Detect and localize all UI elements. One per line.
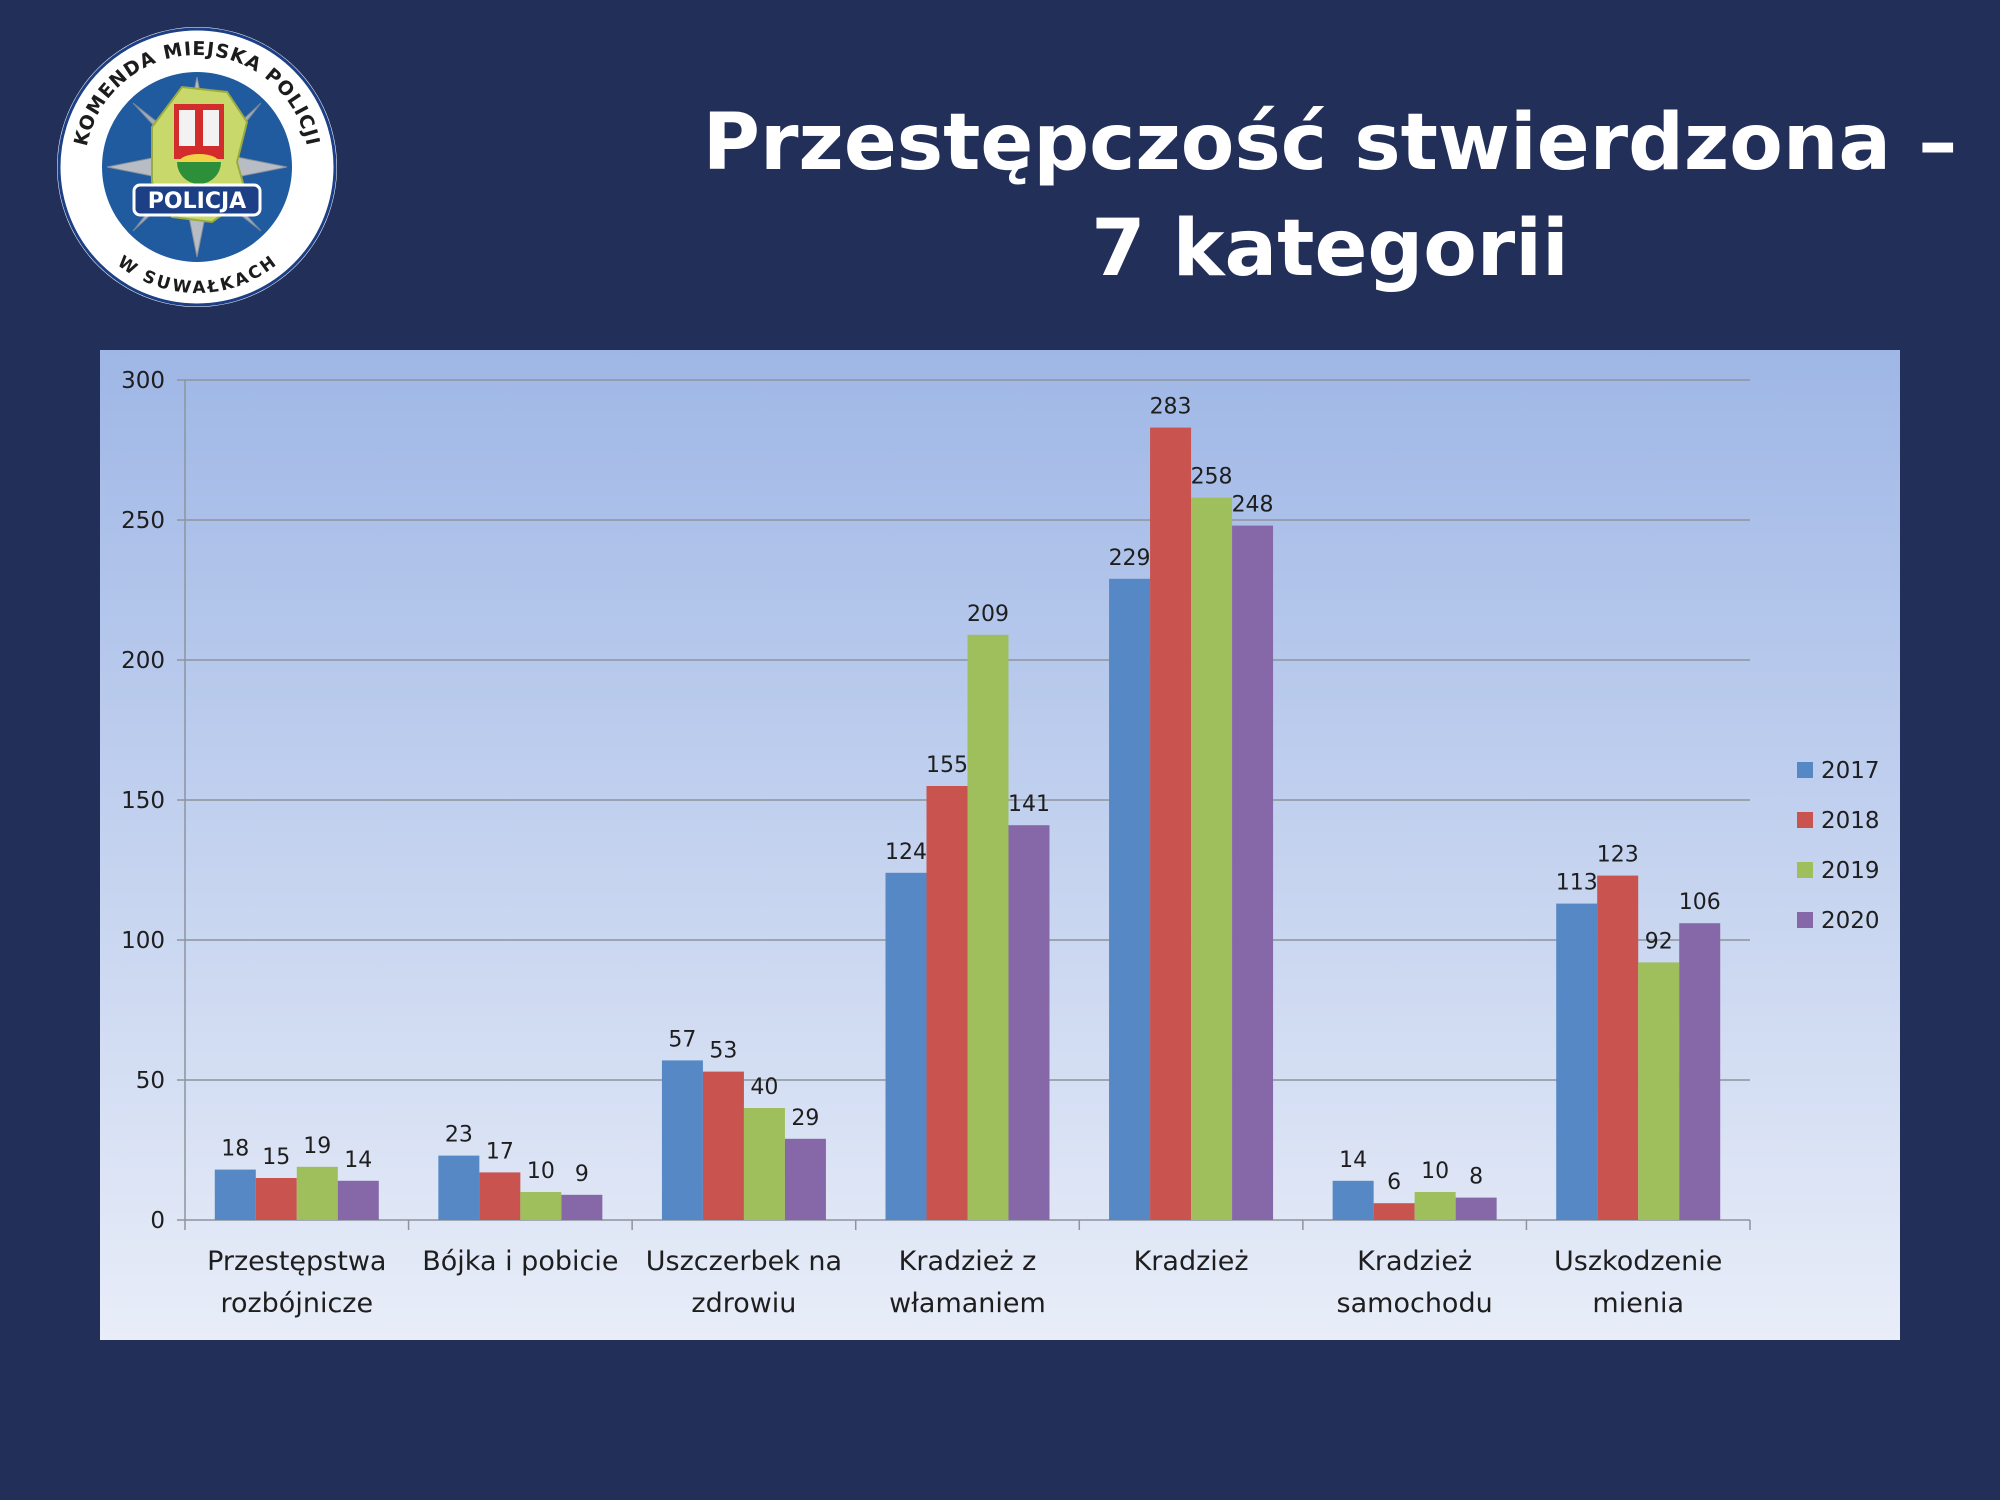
data-label: 258	[1191, 465, 1233, 490]
bar-2017-2	[661, 1060, 703, 1220]
x-category-label: rozbójnicze	[220, 1288, 373, 1319]
data-label: 248	[1232, 493, 1274, 518]
data-label: 17	[486, 1139, 514, 1164]
legend-label-2017: 2017	[1821, 758, 1880, 784]
bar-2017-0	[214, 1169, 256, 1220]
x-category-label: Kradzież	[1134, 1246, 1249, 1277]
data-label: 92	[1645, 929, 1673, 954]
x-category-label: Kradzież z	[899, 1246, 1037, 1277]
data-label: 14	[1339, 1148, 1367, 1173]
data-label: 6	[1387, 1170, 1401, 1195]
x-category-label: Uszkodzenie	[1554, 1246, 1722, 1277]
bar-2018-4	[1150, 427, 1192, 1221]
bar-2018-1	[479, 1172, 521, 1220]
police-logo: POLICJA KOMENDA MIEJSKA POLICJI W SUWAŁK…	[57, 27, 337, 307]
legend-label-2020: 2020	[1821, 908, 1880, 934]
data-label: 10	[1421, 1159, 1449, 1184]
data-label: 209	[967, 602, 1009, 627]
bar-2017-3	[885, 872, 927, 1220]
bar-2017-4	[1109, 578, 1151, 1220]
legend-swatch-2019	[1797, 862, 1813, 878]
bar-2019-5	[1414, 1192, 1456, 1220]
legend-swatch-2018	[1797, 812, 1813, 828]
y-tick-label: 250	[121, 508, 165, 534]
bar-2019-3	[967, 634, 1009, 1220]
bar-2017-6	[1556, 903, 1598, 1220]
bar-2019-4	[1191, 497, 1233, 1221]
y-tick-label: 50	[136, 1068, 165, 1094]
legend-swatch-2020	[1797, 912, 1813, 928]
bar-2018-2	[702, 1071, 744, 1220]
x-category-label: mienia	[1592, 1288, 1684, 1319]
bar-2019-0	[296, 1166, 338, 1220]
chart-panel: 0 50 100 150 200 250 300 18 15 19 14 Przestępstwa ro…	[100, 350, 1900, 1340]
bar-2020-1	[561, 1194, 603, 1220]
y-tick-label: 300	[121, 368, 165, 394]
logo-badge-text: POLICJA	[148, 189, 246, 214]
data-label: 8	[1469, 1165, 1483, 1190]
bar-2020-2	[784, 1138, 826, 1220]
data-label: 141	[1008, 792, 1050, 817]
data-label: 106	[1679, 890, 1721, 915]
x-category-label: Przestępstwa	[207, 1246, 386, 1277]
data-label: 23	[445, 1123, 473, 1148]
bar-2019-2	[743, 1108, 785, 1220]
bar-chart: 0 50 100 150 200 250 300 18 15 19 14 Przestępstwa ro…	[100, 350, 1900, 1340]
y-tick-label: 0	[150, 1208, 165, 1234]
slide-title-line-1: Przestępczość stwierdzona –	[702, 98, 1958, 188]
bar-2020-4	[1232, 525, 1274, 1220]
x-category-label: Kradzież	[1357, 1246, 1472, 1277]
legend-label-2018: 2018	[1821, 808, 1880, 834]
data-label: 123	[1597, 843, 1639, 868]
y-tick-label: 200	[121, 648, 165, 674]
bar-2017-5	[1332, 1180, 1374, 1220]
data-label: 155	[926, 753, 968, 778]
x-category-label: samochodu	[1337, 1288, 1493, 1319]
data-label: 283	[1150, 395, 1192, 420]
bar-2018-6	[1597, 875, 1639, 1220]
x-category-label: Bójka i pobicie	[422, 1246, 618, 1277]
data-label: 14	[344, 1148, 372, 1173]
legend-label-2019: 2019	[1821, 858, 1880, 884]
data-label: 19	[303, 1134, 331, 1159]
slide-title-line-2: 7 kategorii	[1091, 204, 1569, 294]
x-category-label: włamaniem	[889, 1288, 1046, 1319]
bar-2019-1	[520, 1192, 562, 1220]
bar-2018-3	[926, 786, 968, 1220]
data-label: 40	[750, 1075, 778, 1100]
bar-2020-3	[1008, 825, 1050, 1220]
data-label: 229	[1109, 546, 1151, 571]
data-label: 53	[709, 1039, 737, 1064]
bar-2018-0	[255, 1178, 297, 1220]
y-tick-label: 150	[121, 788, 165, 814]
x-category-label: zdrowiu	[691, 1288, 796, 1319]
bar-2020-5	[1455, 1197, 1497, 1220]
data-label: 18	[221, 1137, 249, 1162]
data-label: 15	[262, 1145, 290, 1170]
data-label: 29	[791, 1106, 819, 1131]
bar-2019-6	[1638, 962, 1680, 1220]
data-label: 9	[575, 1162, 589, 1187]
bar-2020-6	[1679, 923, 1721, 1220]
x-category-label: Uszczerbek na	[646, 1246, 842, 1277]
bar-2020-0	[337, 1180, 379, 1220]
data-label: 10	[527, 1159, 555, 1184]
bar-2018-5	[1373, 1203, 1415, 1220]
data-label: 57	[668, 1027, 696, 1052]
y-tick-label: 100	[121, 928, 165, 954]
data-label: 124	[885, 840, 927, 865]
data-label: 113	[1556, 871, 1598, 896]
bar-2017-1	[438, 1155, 480, 1220]
legend-swatch-2017	[1797, 762, 1813, 778]
slide-title: Przestępczość stwierdzona – 7 kategorii	[700, 90, 1960, 302]
